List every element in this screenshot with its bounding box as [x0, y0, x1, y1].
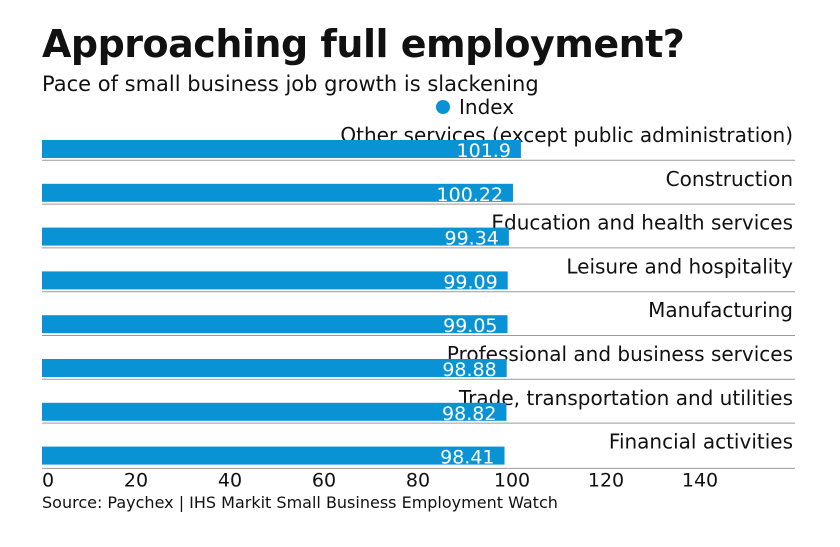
x-tick-label-80: 80 [406, 469, 430, 490]
bar-chart: Other services (except public administra… [42, 123, 795, 490]
category-label-construction: Construction [666, 167, 793, 191]
bar-other-services-except-public-administration [42, 140, 521, 158]
category-label-manufacturing: Manufacturing [648, 298, 793, 322]
x-tick-label-140: 140 [682, 469, 718, 490]
category-label-trade-transportation-and-utilities: Trade, transportation and utilities [458, 386, 793, 410]
x-tick-label-120: 120 [588, 469, 624, 490]
value-label-financial-activities: 98.41 [440, 447, 494, 469]
chart-title: Approaching full employment? [42, 22, 685, 66]
legend: Index [436, 95, 515, 119]
legend-dot [436, 100, 450, 114]
x-tick-label-60: 60 [312, 469, 336, 490]
value-label-construction: 100.22 [437, 184, 503, 206]
bar-professional-and-business-services [42, 359, 507, 377]
x-tick-label-100: 100 [494, 469, 530, 490]
value-label-education-and-health-services: 99.34 [444, 228, 498, 250]
bar-trade-transportation-and-utilities [42, 402, 507, 421]
bar-leisure-and-hospitality [42, 271, 508, 290]
source-note: Source: Paychex | IHS Markit Small Busin… [42, 493, 558, 512]
x-tick-label-0: 0 [42, 469, 54, 490]
legend-label: Index [459, 95, 515, 119]
value-label-leisure-and-hospitality: 99.09 [443, 271, 497, 293]
value-label-manufacturing: 99.05 [443, 315, 497, 337]
bar-manufacturing [42, 315, 508, 334]
category-label-financial-activities: Financial activities [609, 430, 793, 454]
value-label-professional-and-business-services: 98.88 [442, 359, 496, 381]
bar-education-and-health-services [42, 227, 509, 246]
category-label-education-and-health-services: Education and health services [491, 211, 793, 235]
value-label-other-services-except-public-administration: 101.9 [457, 140, 511, 162]
value-label-trade-transportation-and-utilities: 98.82 [442, 403, 496, 425]
x-tick-label-20: 20 [124, 469, 148, 490]
bar-financial-activities [42, 446, 505, 465]
x-tick-label-40: 40 [218, 469, 242, 490]
chart-subtitle: Pace of small business job growth is sla… [42, 72, 539, 96]
category-label-leisure-and-hospitality: Leisure and hospitality [566, 254, 793, 278]
bar-construction [42, 183, 514, 202]
